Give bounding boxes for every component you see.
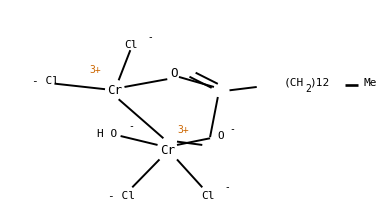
Text: H O: H O (97, 129, 117, 139)
Text: Me: Me (364, 78, 377, 87)
Text: O: O (170, 67, 178, 80)
Text: - Cl: - Cl (108, 191, 135, 201)
Text: O: O (217, 131, 224, 141)
Text: Cr: Cr (160, 144, 175, 157)
Text: Cl: Cl (202, 191, 215, 201)
Text: -: - (219, 182, 231, 192)
Text: 3+: 3+ (89, 65, 101, 75)
Text: Cr: Cr (107, 84, 122, 97)
Text: 2: 2 (305, 84, 311, 94)
Text: )12: )12 (309, 78, 329, 87)
Text: -: - (142, 32, 154, 42)
Text: (CH: (CH (284, 78, 304, 87)
Text: - Cl: - Cl (32, 76, 59, 86)
Text: -: - (128, 121, 135, 131)
Text: -: - (230, 124, 236, 134)
Text: 3+: 3+ (178, 126, 189, 135)
Text: Cl: Cl (124, 40, 138, 50)
